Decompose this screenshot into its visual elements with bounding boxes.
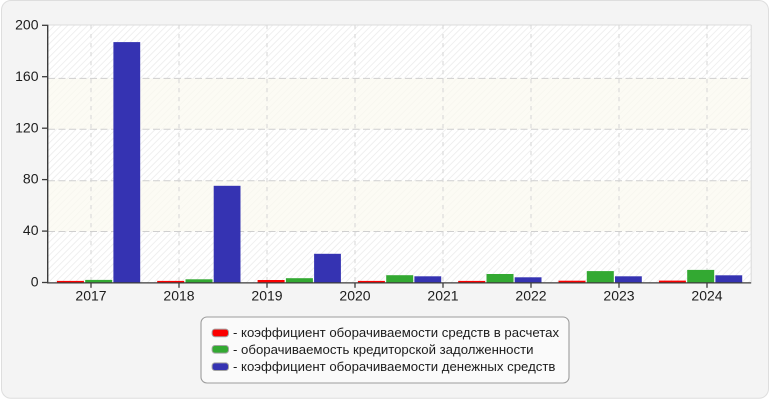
svg-text:2017: 2017 <box>75 287 106 303</box>
svg-text:- оборачиваемость кредиторской: - оборачиваемость кредиторской задолженн… <box>233 342 534 357</box>
svg-text:2019: 2019 <box>251 287 282 303</box>
svg-text:2018: 2018 <box>163 287 194 303</box>
svg-text:2023: 2023 <box>603 287 634 303</box>
svg-text:0: 0 <box>31 274 39 290</box>
svg-text:200: 200 <box>15 16 39 32</box>
svg-text:120: 120 <box>15 119 39 135</box>
svg-text:80: 80 <box>23 171 39 187</box>
svg-text:160: 160 <box>15 68 39 84</box>
svg-text:- коэффициент оборачиваемости: - коэффициент оборачиваемости денежных с… <box>233 359 555 374</box>
svg-text:2020: 2020 <box>339 287 370 303</box>
svg-text:2024: 2024 <box>691 287 722 303</box>
svg-text:2021: 2021 <box>427 287 458 303</box>
svg-text:2022: 2022 <box>515 287 546 303</box>
svg-text:- коэффициент оборачиваемости: - коэффициент оборачиваемости средств в … <box>233 325 560 340</box>
svg-text:40: 40 <box>23 222 39 238</box>
